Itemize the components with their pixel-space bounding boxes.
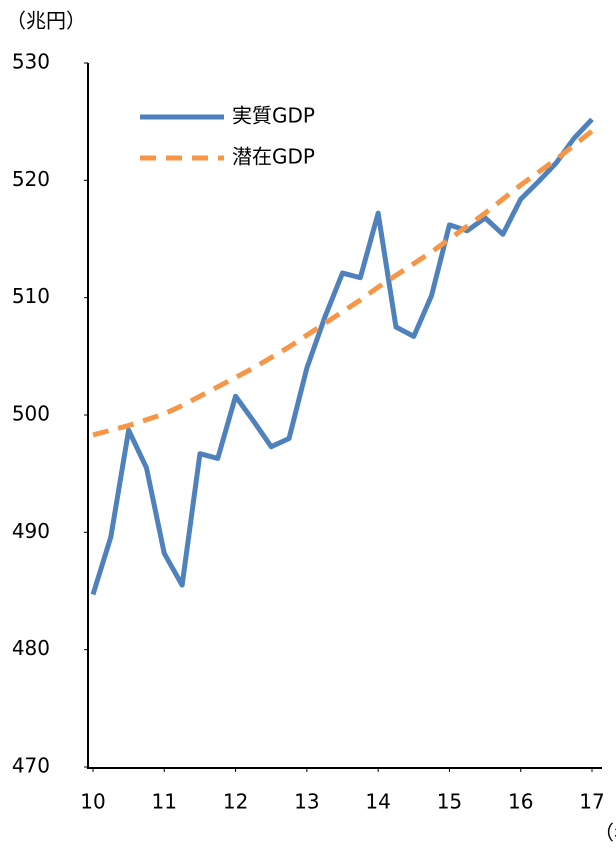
legend-label: 実質GDP [232,104,315,128]
series-line [92,129,594,438]
y-tick-label: 530 [12,50,50,74]
x-tick-label: 15 [437,790,462,814]
y-tick-label: 470 [12,754,50,778]
x-tick-label: 13 [294,790,319,814]
y-tick-label: 480 [12,636,50,660]
y-axis-label: （兆円） [6,9,86,33]
x-tick-label: 11 [152,790,177,814]
y-tick-label: 510 [12,284,50,308]
x-axis-label: （年） [594,821,616,845]
x-tick-label: 17 [579,790,604,814]
x-tick-label: 12 [223,790,248,814]
x-tick-label: 10 [80,790,105,814]
x-tick-label: 14 [365,790,390,814]
y-tick-label: 500 [12,402,50,426]
x-tick-label: 16 [508,790,533,814]
y-tick-label: 490 [12,519,50,543]
legend-label: 潜在GDP [232,145,315,169]
series-line [90,117,594,596]
y-tick-label: 520 [12,167,50,191]
